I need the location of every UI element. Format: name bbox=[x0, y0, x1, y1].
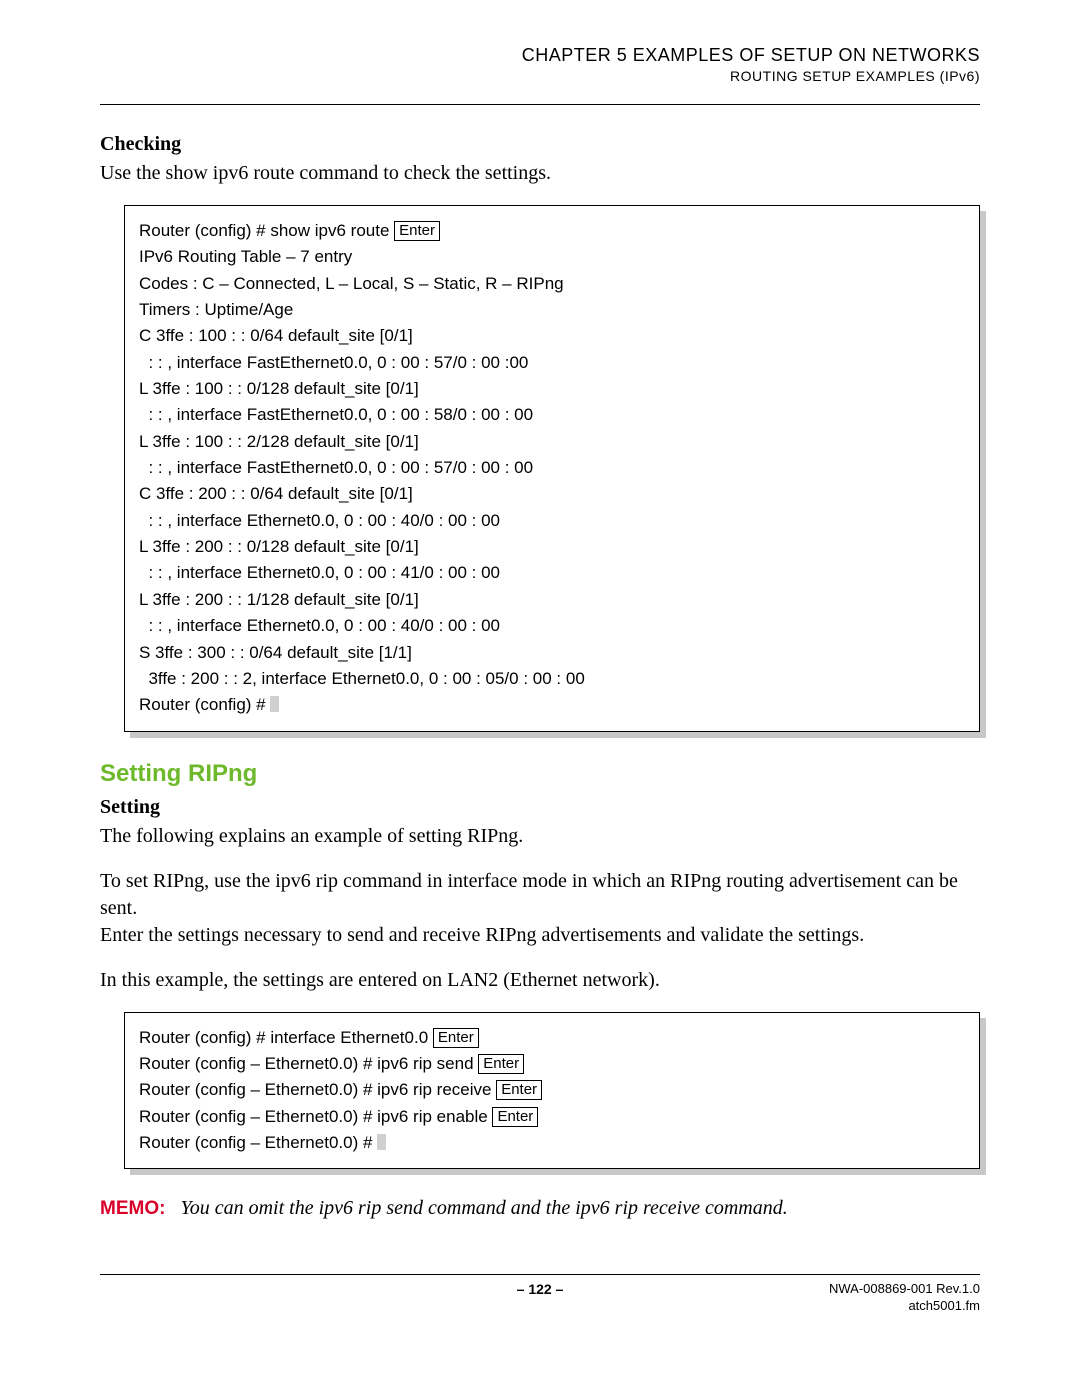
code-line: Router (config – Ethernet0.0) # ipv6 rip… bbox=[139, 1077, 965, 1103]
code-line: S 3ffe : 300 : : 0/64 default_site [1/1] bbox=[139, 640, 965, 666]
code-line: : : , interface FastEthernet0.0, 0 : 00 … bbox=[139, 350, 965, 376]
code-box-2: Router (config) # interface Ethernet0.0 … bbox=[124, 1012, 980, 1170]
memo-label: MEMO: bbox=[100, 1198, 165, 1219]
code-line: 3ffe : 200 : : 2, interface Ethernet0.0,… bbox=[139, 666, 965, 692]
setting-p3: Enter the settings necessary to send and… bbox=[100, 922, 980, 949]
memo-line: MEMO: You can omit the ipv6 rip send com… bbox=[100, 1197, 980, 1220]
code-box-2-wrap: Router (config) # interface Ethernet0.0 … bbox=[124, 1012, 980, 1170]
code-box-1-wrap: Router (config) # show ipv6 route Enter … bbox=[124, 205, 980, 732]
setting-p2: To set RIPng, use the ipv6 rip command i… bbox=[100, 868, 980, 922]
setting-p4: In this example, the settings are entere… bbox=[100, 967, 980, 994]
code-line: Codes : C – Connected, L – Local, S – St… bbox=[139, 271, 965, 297]
code-line: C 3ffe : 100 : : 0/64 default_site [0/1] bbox=[139, 323, 965, 349]
memo-text: You can omit the ipv6 rip send command a… bbox=[180, 1197, 787, 1219]
page-container: CHAPTER 5 EXAMPLES OF SETUP ON NETWORKS … bbox=[0, 0, 1080, 1345]
enter-key: Enter bbox=[478, 1054, 524, 1074]
section-title-ripng: Setting RIPng bbox=[100, 760, 980, 788]
code-line: L 3ffe : 100 : : 2/128 default_site [0/1… bbox=[139, 429, 965, 455]
code-line: IPv6 Routing Table – 7 entry bbox=[139, 244, 965, 270]
code-line: Router (config – Ethernet0.0) # ipv6 rip… bbox=[139, 1051, 965, 1077]
code-line: : : , interface Ethernet0.0, 0 : 00 : 40… bbox=[139, 508, 965, 534]
cursor-icon bbox=[377, 1134, 386, 1150]
bottom-rule bbox=[100, 1274, 980, 1275]
code-line: Router (config) # show ipv6 route Enter bbox=[139, 218, 965, 244]
footer-doc-id: NWA-008869-001 Rev.1.0 bbox=[780, 1281, 980, 1298]
header-chapter: CHAPTER 5 EXAMPLES OF SETUP ON NETWORKS bbox=[100, 45, 980, 66]
code-line: : : , interface Ethernet0.0, 0 : 00 : 40… bbox=[139, 613, 965, 639]
code-text: Router (config) # interface Ethernet0.0 bbox=[139, 1028, 433, 1047]
code-line: L 3ffe : 200 : : 1/128 default_site [0/1… bbox=[139, 587, 965, 613]
top-rule bbox=[100, 104, 980, 105]
code-line: Router (config) # interface Ethernet0.0 … bbox=[139, 1025, 965, 1051]
enter-key: Enter bbox=[394, 221, 440, 241]
header-subtitle: ROUTING SETUP EXAMPLES (IPv6) bbox=[100, 68, 980, 84]
footer-filename: atch5001.fm bbox=[780, 1298, 980, 1315]
code-box-1: Router (config) # show ipv6 route Enter … bbox=[124, 205, 980, 732]
code-line-prompt: Router (config) # bbox=[139, 692, 965, 718]
code-text: Router (config – Ethernet0.0) # ipv6 rip… bbox=[139, 1080, 496, 1099]
code-line: : : , interface FastEthernet0.0, 0 : 00 … bbox=[139, 455, 965, 481]
checking-intro: Use the show ipv6 route command to check… bbox=[100, 160, 980, 187]
code-line: L 3ffe : 200 : : 0/128 default_site [0/1… bbox=[139, 534, 965, 560]
code-line: Timers : Uptime/Age bbox=[139, 297, 965, 323]
code-line: L 3ffe : 100 : : 0/128 default_site [0/1… bbox=[139, 376, 965, 402]
code-text: Router (config – Ethernet0.0) # bbox=[139, 1133, 377, 1152]
code-line: : : , interface Ethernet0.0, 0 : 00 : 41… bbox=[139, 560, 965, 586]
code-text: Router (config – Ethernet0.0) # ipv6 rip… bbox=[139, 1107, 492, 1126]
enter-key: Enter bbox=[496, 1080, 542, 1100]
code-text: Router (config) # bbox=[139, 695, 270, 714]
code-line: Router (config – Ethernet0.0) # ipv6 rip… bbox=[139, 1104, 965, 1130]
checking-heading: Checking bbox=[100, 133, 980, 156]
code-line-prompt: Router (config – Ethernet0.0) # bbox=[139, 1130, 965, 1156]
cursor-icon bbox=[270, 696, 279, 712]
footer: – 122 – NWA-008869-001 Rev.1.0 atch5001.… bbox=[100, 1281, 980, 1315]
setting-p1: The following explains an example of set… bbox=[100, 823, 980, 850]
enter-key: Enter bbox=[492, 1107, 538, 1127]
enter-key: Enter bbox=[433, 1028, 479, 1048]
setting-heading: Setting bbox=[100, 796, 980, 819]
footer-doc-info: NWA-008869-001 Rev.1.0 atch5001.fm bbox=[780, 1281, 980, 1315]
code-text: Router (config) # show ipv6 route bbox=[139, 221, 394, 240]
code-text: Router (config – Ethernet0.0) # ipv6 rip… bbox=[139, 1054, 478, 1073]
code-line: : : , interface FastEthernet0.0, 0 : 00 … bbox=[139, 402, 965, 428]
code-line: C 3ffe : 200 : : 0/64 default_site [0/1] bbox=[139, 481, 965, 507]
footer-page-number: – 122 – bbox=[300, 1281, 780, 1297]
